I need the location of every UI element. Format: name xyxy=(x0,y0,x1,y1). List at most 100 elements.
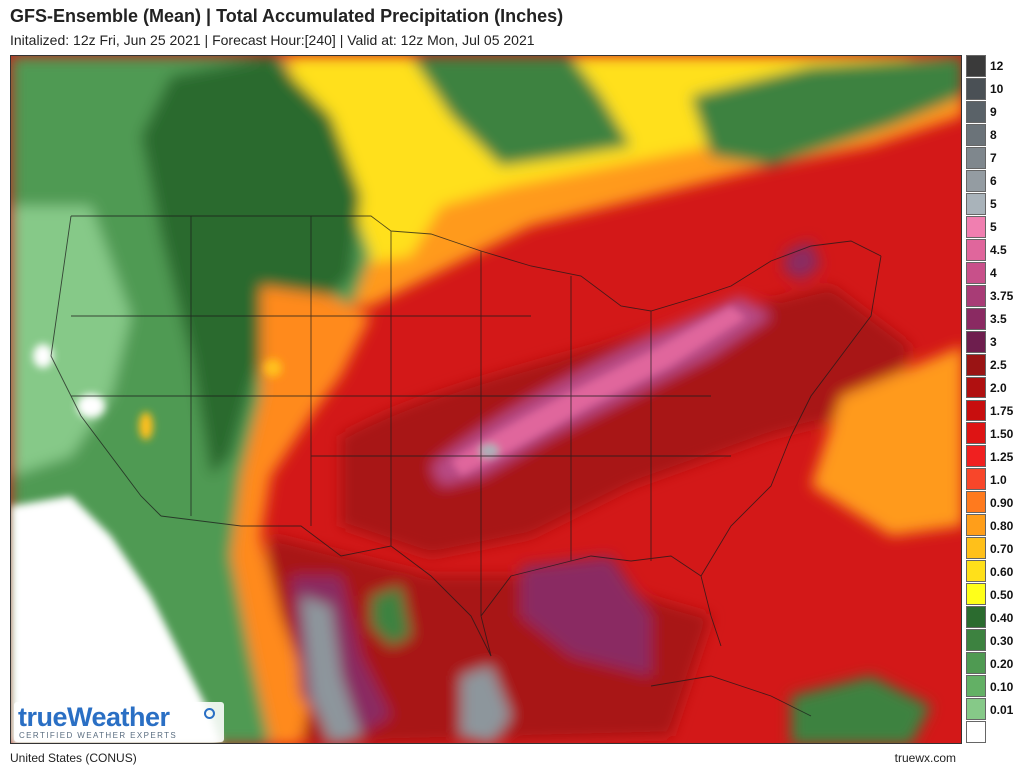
legend-item xyxy=(966,721,1022,744)
legend-swatch xyxy=(966,169,986,192)
west-coast xyxy=(50,215,162,517)
legend-item: 0.60 xyxy=(966,560,1022,583)
legend-item: 10 xyxy=(966,77,1022,101)
legend-item: 5 xyxy=(966,192,1022,216)
legend-label: 0.70 xyxy=(990,541,1014,556)
legend-label: 0.40 xyxy=(990,610,1014,625)
site-label: truewx.com xyxy=(894,751,956,765)
precip-grey-yucatan xyxy=(461,666,511,743)
legend-swatch xyxy=(966,192,986,215)
legend-swatch xyxy=(966,514,986,537)
legend-swatch xyxy=(966,445,986,468)
legend-item: 4 xyxy=(966,261,1022,285)
precip-magenta-east xyxy=(783,241,821,281)
legend-label: 0.01 xyxy=(990,702,1014,717)
precip-green-ne xyxy=(691,56,961,166)
legend-label: 0.20 xyxy=(990,656,1014,671)
east-coast xyxy=(700,255,882,577)
map-title: GFS-Ensemble (Mean) | Total Accumulated … xyxy=(10,6,564,26)
legend-item: 9 xyxy=(966,100,1022,124)
precip-grey-core xyxy=(479,444,499,458)
legend-label: 0.10 xyxy=(990,679,1014,694)
legend-item: 1.25 xyxy=(966,445,1022,468)
legend-label: 4 xyxy=(990,266,997,281)
legend-item: 0.20 xyxy=(966,652,1022,675)
legend-swatch xyxy=(966,675,986,698)
legend-label: 5 xyxy=(990,220,997,235)
legend-item: 2.5 xyxy=(966,353,1022,377)
us-mexico-border xyxy=(160,515,492,657)
legend-label: 0.50 xyxy=(990,587,1014,602)
no-precip-california xyxy=(77,394,105,418)
legend-swatch xyxy=(966,307,986,330)
legend-swatch xyxy=(966,537,986,560)
legend-swatch xyxy=(966,468,986,491)
legend-swatch xyxy=(966,238,986,261)
legend-label: 8 xyxy=(990,128,997,143)
legend-label: 12 xyxy=(990,59,1004,74)
legend-item: 7 xyxy=(966,146,1022,170)
legend-swatch xyxy=(966,77,986,100)
logo-wordmark: trueWeather xyxy=(18,702,170,732)
no-precip-oregon xyxy=(33,344,53,368)
cuba-outline xyxy=(650,675,812,717)
legend-item: 0.01 xyxy=(966,698,1022,721)
legend-swatch xyxy=(966,583,986,606)
legend-item: 1.50 xyxy=(966,422,1022,445)
legend-item: 12 xyxy=(966,55,1022,78)
geographic-borders xyxy=(50,215,882,717)
legend-label: 2.5 xyxy=(990,358,1007,373)
legend-label: 6 xyxy=(990,174,997,189)
legend-label: 0.90 xyxy=(990,495,1014,510)
legend-item: 2.0 xyxy=(966,376,1022,400)
precip-grey-mexico xyxy=(301,596,361,743)
map-subtitle: Initalized: 12z Fri, Jun 25 2021 | Forec… xyxy=(10,32,535,48)
legend-swatch xyxy=(966,146,986,169)
legend-label: 1.75 xyxy=(990,403,1014,418)
legend-swatch xyxy=(966,698,986,721)
map-header: GFS-Ensemble (Mean) | Total Accumulated … xyxy=(0,0,1024,54)
legend-label: 1.25 xyxy=(990,449,1014,464)
legend-swatch xyxy=(966,376,986,399)
legend-label: 10 xyxy=(990,82,1004,97)
legend-item: 4.5 xyxy=(966,238,1022,262)
legend-swatch xyxy=(966,652,986,675)
legend-swatch xyxy=(966,560,986,583)
legend-label: 4.5 xyxy=(990,243,1007,258)
us-canada-border xyxy=(71,215,882,312)
legend-item: 1.75 xyxy=(966,399,1022,423)
legend-swatch xyxy=(966,261,986,284)
logo-tagline: CERTIFIED WEATHER EXPERTS xyxy=(19,731,178,740)
legend-item: 3.75 xyxy=(966,284,1022,308)
legend-swatch xyxy=(966,100,986,123)
no-precip-west xyxy=(11,496,221,743)
legend-item: 8 xyxy=(966,123,1022,147)
gulf-coast xyxy=(480,555,722,657)
precip-orange-atlantic xyxy=(811,346,961,536)
precip-dark-red-band xyxy=(341,286,911,556)
legend-swatch xyxy=(966,215,986,238)
trueweather-logo: trueWeather CERTIFIED WEATHER EXPERTS xyxy=(14,702,224,742)
legend-item: 0.50 xyxy=(966,583,1022,606)
precipitation-map[interactable] xyxy=(10,55,962,744)
legend-item: 0.30 xyxy=(966,629,1022,652)
precip-yellow-nevada xyxy=(139,412,153,440)
legend-item: 3 xyxy=(966,330,1022,354)
legend-swatch xyxy=(966,330,986,353)
precipitation-legend: 12 10 9 8 7 6 5 5 4.5 4 3.75 3.5 3 2.5 2.0 1.75 1.50 1.25… xyxy=(966,55,1022,744)
legend-item: 0.80 xyxy=(966,514,1022,537)
legend-label: 1.0 xyxy=(990,472,1007,487)
legend-item: 0.70 xyxy=(966,537,1022,560)
legend-item: 3.5 xyxy=(966,307,1022,331)
legend-item: 0.90 xyxy=(966,491,1022,514)
precip-magenta-gulf xyxy=(521,556,651,676)
legend-swatch xyxy=(966,721,986,743)
legend-item: 6 xyxy=(966,169,1022,193)
precip-green-caribbean xyxy=(791,676,931,743)
precip-green-north xyxy=(411,56,631,166)
legend-label: 3 xyxy=(990,335,997,350)
legend-swatch xyxy=(966,123,986,146)
legend-item: 5 xyxy=(966,215,1022,239)
precip-green-mexico-blob xyxy=(371,586,411,646)
legend-item: 1.0 xyxy=(966,468,1022,491)
